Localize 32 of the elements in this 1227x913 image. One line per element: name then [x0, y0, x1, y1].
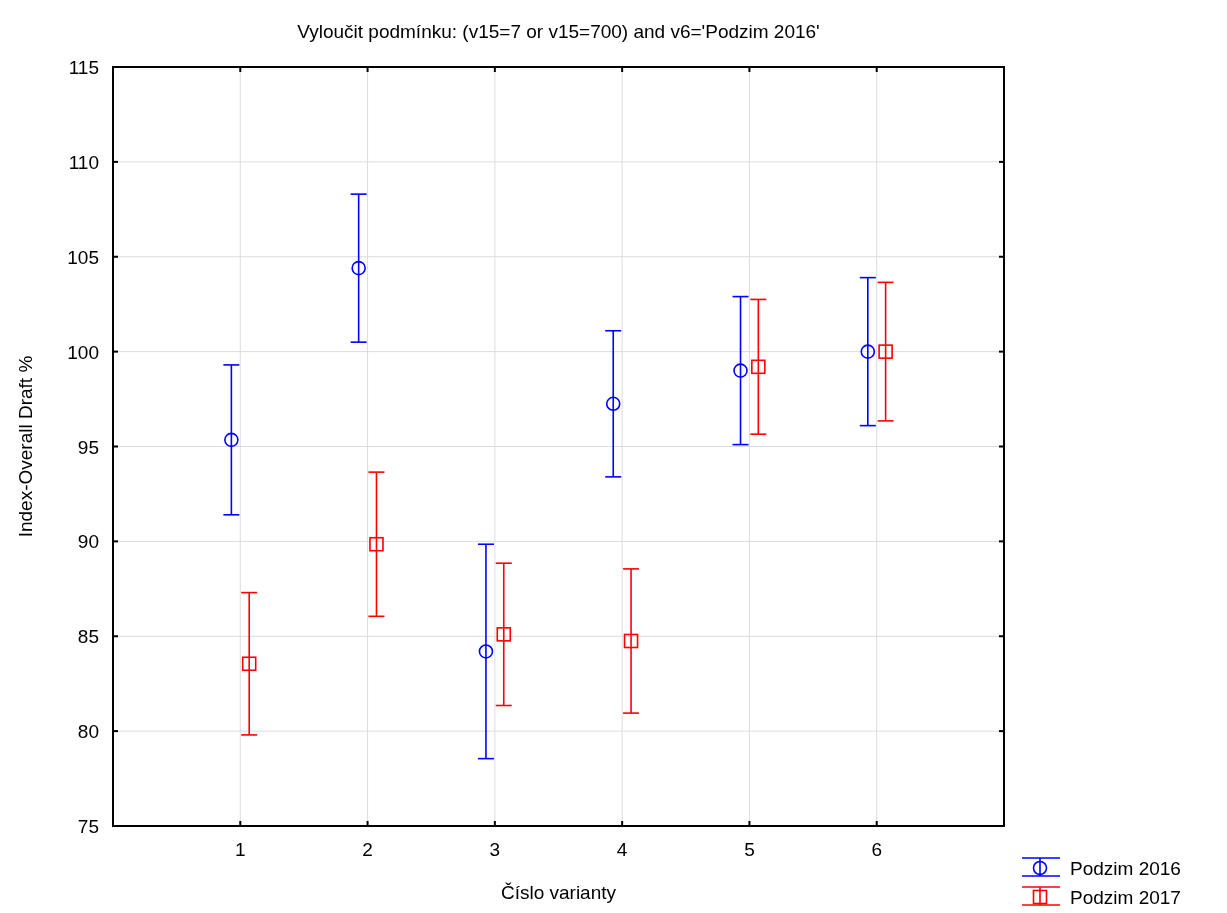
y-tick-label: 115 [68, 57, 99, 78]
y-tick-label: 105 [67, 246, 99, 268]
point [496, 627, 512, 642]
point [351, 260, 366, 276]
point [733, 363, 748, 378]
x-axis-title: Číslo varianty [500, 882, 617, 903]
x-tick-label: 5 [744, 839, 755, 860]
point [241, 656, 257, 672]
x-tick-label: 3 [489, 839, 501, 860]
y-tick-label: 75 [77, 816, 99, 837]
point [369, 536, 384, 552]
point [860, 344, 876, 359]
y-tick-label: 100 [67, 341, 99, 363]
point [751, 359, 766, 375]
x-tick-label: 4 [616, 839, 628, 860]
y-axis-title: Index-Overall Draft % [15, 355, 36, 538]
legend-label: Podzim 2017 [1070, 887, 1181, 908]
point [224, 432, 239, 448]
point [623, 633, 639, 649]
x-tick-label: 1 [235, 839, 246, 860]
y-tick-label: 110 [68, 151, 99, 173]
x-tick-label: 2 [362, 839, 373, 860]
point [478, 644, 494, 659]
y-tick-label: 80 [77, 721, 99, 743]
y-tick-label: 90 [77, 531, 99, 553]
point [605, 396, 621, 412]
chart-title: Vyloučit podmínku: (v15=7 or v15=700) and v6='Podzim 2016' [297, 21, 820, 42]
point [878, 344, 893, 359]
y-tick-label: 95 [77, 436, 99, 458]
y-tick-label: 85 [77, 626, 99, 648]
legend-label: Podzim 2016 [1070, 858, 1181, 879]
x-tick-label: 6 [871, 839, 882, 860]
